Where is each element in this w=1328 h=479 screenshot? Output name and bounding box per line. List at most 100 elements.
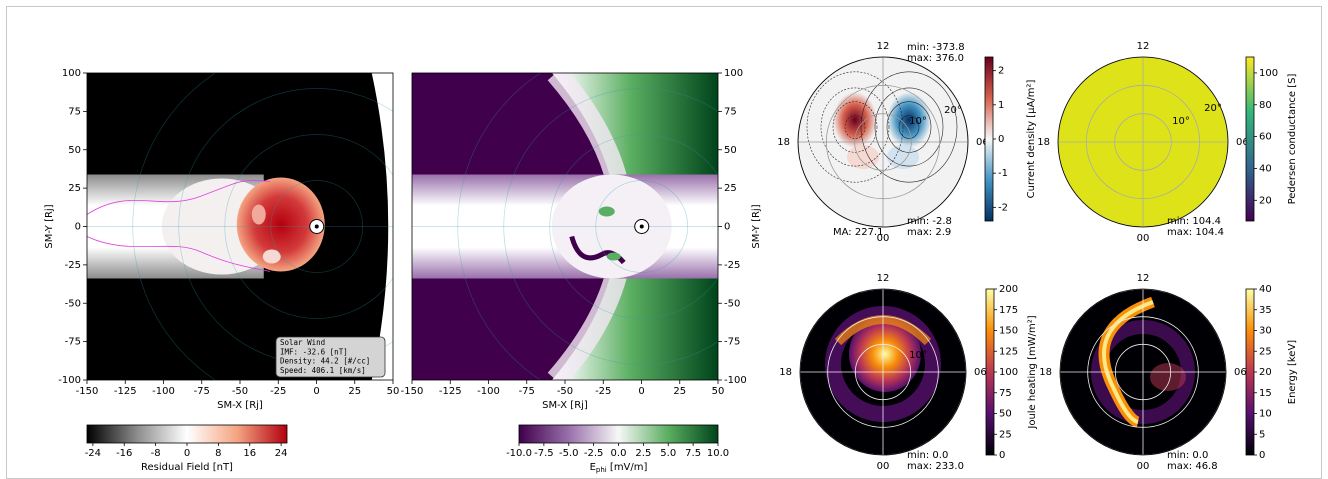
colorbar-tick-label: -16 xyxy=(116,448,132,459)
x-tick-label: -100 xyxy=(477,386,500,397)
y-tick-label: 50 xyxy=(724,145,737,156)
colorbar-tick-label: -1 xyxy=(998,168,1008,179)
clock-label: 18 xyxy=(1037,137,1050,148)
stat-label: MA: 227.1 xyxy=(833,227,883,238)
colorbar-tick-label: 75 xyxy=(999,388,1012,399)
colorbar-tick-label: 100 xyxy=(999,367,1018,378)
y-axis-label: SM-Y [Rj] xyxy=(44,204,55,248)
colorbar-tick-label: 200 xyxy=(999,284,1018,295)
stat-label: min: -373.8 xyxy=(907,42,965,53)
colorbar-label: Residual Field [nT] xyxy=(141,462,233,473)
x-tick-label: 0 xyxy=(313,386,319,397)
y-tick-label: -75 xyxy=(65,337,81,348)
stat-label: min: 104.4 xyxy=(1167,216,1221,227)
x-tick-label: -50 xyxy=(232,386,248,397)
x-tick-label: 50 xyxy=(712,386,725,397)
colorbar-tick-label: 24 xyxy=(275,448,288,459)
latitude-label: 10° xyxy=(1172,116,1190,127)
colorbar xyxy=(87,425,287,443)
colorbar-tick-label: 150 xyxy=(999,326,1018,337)
colorbar-tick-label: 2 xyxy=(998,66,1004,77)
clock-label: 18 xyxy=(777,137,790,148)
clock-label: 06 xyxy=(974,367,987,378)
y-tick-label: -25 xyxy=(65,260,81,271)
x-tick-label: 0 xyxy=(638,386,644,397)
annotation-line: Solar Wind xyxy=(280,338,325,347)
colorbar-tick-label: 10 xyxy=(1259,409,1272,420)
colorbar-tick-label: 20 xyxy=(1259,367,1272,378)
colorbar-label-sub: phi xyxy=(596,466,607,474)
clock-label: 18 xyxy=(1039,367,1052,378)
latitude-label: 10° xyxy=(909,116,927,127)
colorbar-label: Energy [keV] xyxy=(1287,340,1298,405)
y-tick-label: 0 xyxy=(724,222,730,233)
colorbar-tick-label: 25 xyxy=(1259,346,1272,357)
clock-label: 12 xyxy=(877,41,890,52)
clock-label: 12 xyxy=(1137,273,1150,284)
x-tick-label: 50 xyxy=(387,386,400,397)
colorbar-tick-label: 1 xyxy=(998,100,1004,111)
colorbar-label: Current density [μA/m²] xyxy=(1026,80,1037,199)
stat-label: min: 0.0 xyxy=(1167,450,1208,461)
colorbar xyxy=(1246,57,1254,221)
colorbar-label-unit: [mV/m] xyxy=(607,462,648,473)
stat-label: max: 376.0 xyxy=(907,53,964,64)
colorbar-tick-label: -7.5 xyxy=(534,448,554,459)
x-tick-label: -25 xyxy=(270,386,286,397)
colorbar-tick-label: 0 xyxy=(999,450,1005,461)
x-tick-label: -125 xyxy=(114,386,137,397)
x-tick-label: 25 xyxy=(348,386,361,397)
colorbar xyxy=(985,57,993,221)
y-tick-label: -100 xyxy=(724,375,747,386)
latitude-label: 20° xyxy=(1204,103,1222,114)
colorbar-tick-label: 60 xyxy=(1259,132,1272,143)
y-tick-label: -75 xyxy=(724,337,740,348)
colorbar-tick-label: 2.5 xyxy=(635,448,651,459)
y-tick-label: 0 xyxy=(75,222,81,233)
colorbar xyxy=(519,425,718,443)
colorbar-tick-label: 0 xyxy=(998,134,1004,145)
x-tick-label: -150 xyxy=(401,386,424,397)
colorbar-label: Joule heating [mW/m²] xyxy=(1027,315,1038,429)
stat-label: max: 2.9 xyxy=(907,227,951,238)
annotation-line: Density: 44.2 [#/cc] xyxy=(280,357,370,366)
x-tick-label: 25 xyxy=(673,386,686,397)
clock-label: 18 xyxy=(779,367,792,378)
stat-label: min: 0.0 xyxy=(907,450,948,461)
colorbar-tick-label: 100 xyxy=(1259,68,1278,79)
colorbar-tick-label: 40 xyxy=(1259,163,1272,174)
spot xyxy=(599,207,615,217)
y-tick-label: 75 xyxy=(68,106,81,117)
colorbar-tick-label: 35 xyxy=(1259,305,1272,316)
planet-core xyxy=(315,225,319,229)
spot xyxy=(252,205,266,225)
y-tick-label: -50 xyxy=(724,298,740,309)
y-tick-label: 25 xyxy=(724,183,737,194)
colorbar-tick-label: 0 xyxy=(1259,450,1265,461)
colorbar-tick-label: 15 xyxy=(1259,388,1272,399)
x-axis-label: SM-X [Rj] xyxy=(217,400,263,411)
colorbar-tick-label: 7.5 xyxy=(685,448,701,459)
colorbar xyxy=(986,289,994,455)
colorbar-tick-label: -8 xyxy=(151,448,161,459)
latitude-label: 20° xyxy=(944,105,962,116)
x-axis-label: SM-X [Rj] xyxy=(542,400,588,411)
colorbar-label: Ephi [mV/m] xyxy=(590,462,648,474)
colorbar-tick-label: 25 xyxy=(999,429,1012,440)
colorbar-tick-label: -10.0 xyxy=(506,448,532,459)
y-tick-label: 100 xyxy=(724,68,743,79)
colorbar-tick-label: -5.0 xyxy=(559,448,579,459)
colorbar-tick-label: 50 xyxy=(999,409,1012,420)
colorbar-tick-label: 40 xyxy=(1259,284,1272,295)
colorbar-tick-label: 8 xyxy=(215,448,221,459)
colorbar-tick-label: 10.0 xyxy=(707,448,729,459)
colorbar-tick-label: -2.5 xyxy=(584,448,604,459)
y-axis-label: SM-Y [Rj] xyxy=(751,204,762,248)
x-tick-label: -75 xyxy=(519,386,535,397)
colorbar-tick-label: 30 xyxy=(1259,326,1272,337)
colorbar-tick-label: 0.0 xyxy=(611,448,627,459)
colorbar-tick-label: 125 xyxy=(999,346,1018,357)
energy-patch xyxy=(1150,363,1186,391)
colorbar-tick-label: -24 xyxy=(85,448,101,459)
y-tick-label: -25 xyxy=(724,260,740,271)
